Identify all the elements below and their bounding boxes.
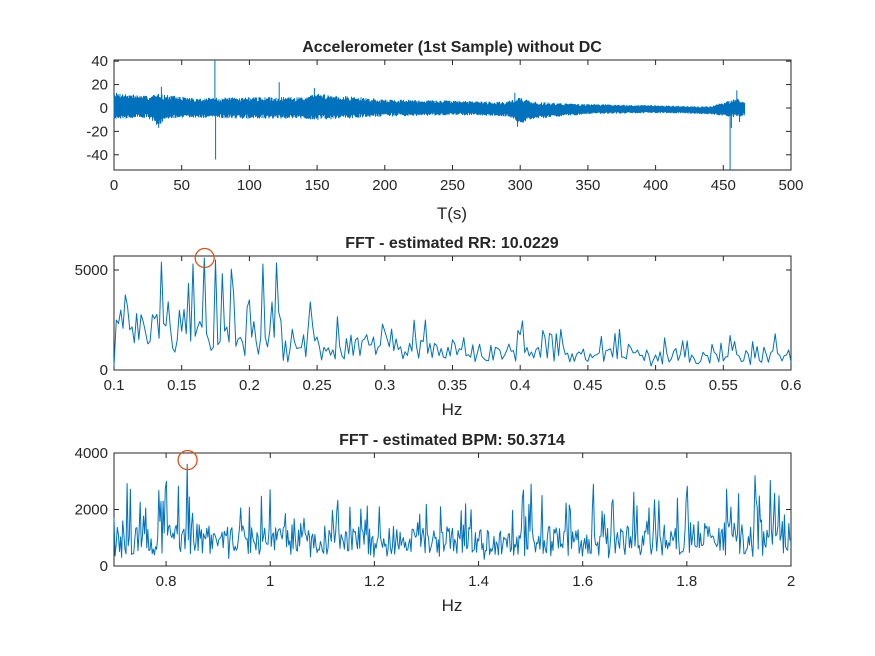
panel-1-series-line xyxy=(113,92,745,125)
x-tick-label: 1.2 xyxy=(364,573,385,590)
panel-3-title: FFT - estimated BPM: 50.3714 xyxy=(339,432,565,449)
y-tick-label: 40 xyxy=(91,53,108,70)
x-tick-label: 50 xyxy=(173,177,190,194)
panel-2-axes xyxy=(113,255,792,371)
x-tick-label: 0.5 xyxy=(645,377,666,394)
x-tick-label: 0 xyxy=(110,177,118,194)
x-tick-label: 350 xyxy=(575,177,600,194)
x-tick-label: 250 xyxy=(440,177,465,194)
panel-accelerometer: Accelerometer (1st Sample) without DC 0 5… xyxy=(86,39,803,223)
y-tick-label: 0 xyxy=(100,558,108,575)
y-tick-label: 0 xyxy=(100,362,108,379)
y-tick-label: 2000 xyxy=(75,502,108,519)
x-tick-label: 0.1 xyxy=(104,377,125,394)
x-tick-label: 450 xyxy=(711,177,736,194)
panel-3-ticks: 0.8 1 1.2 1.4 1.6 1.8 2 4000 2000 0 xyxy=(75,445,796,590)
x-tick-label: 1.4 xyxy=(468,573,489,590)
x-tick-label: 300 xyxy=(508,177,533,194)
panel-2-xlabel: Hz xyxy=(442,400,463,419)
x-tick-label: 0.4 xyxy=(510,377,531,394)
x-tick-label: 0.2 xyxy=(239,377,260,394)
x-tick-label: 0.15 xyxy=(167,377,196,394)
y-tick-label: 20 xyxy=(91,77,108,94)
panel-3-peak-marker xyxy=(177,449,198,471)
panel-1-title: Accelerometer (1st Sample) without DC xyxy=(302,39,602,56)
panel-2-series-line xyxy=(113,257,792,367)
panel-3-xlabel: Hz xyxy=(442,596,463,615)
panel-1-ticks: 0 50 100 150 200 250 300 350 400 450 50040200-20-4… xyxy=(86,53,803,194)
x-tick-label: 400 xyxy=(643,177,668,194)
x-tick-label: 150 xyxy=(305,177,330,194)
panel-2-ticks: 0.1 0.15 0.2 0.25 0.3 0.35 0.4 0.45 0.5 0.55 0.6 50… xyxy=(75,256,802,394)
x-tick-label: 0.45 xyxy=(573,377,602,394)
panel-3-series-line xyxy=(113,463,792,560)
y-tick-label: 5000 xyxy=(75,262,108,279)
panel-2-peak-marker xyxy=(194,247,215,269)
x-tick-label: 1.8 xyxy=(676,573,697,590)
x-tick-label: 0.35 xyxy=(438,377,467,394)
panel-2-title: FFT - estimated RR: 10.0229 xyxy=(345,235,559,252)
y-tick-label: 0 xyxy=(100,100,108,117)
x-tick-label: 0.55 xyxy=(709,377,738,394)
panel-1-spikes xyxy=(158,60,740,170)
x-tick-label: 100 xyxy=(237,177,262,194)
x-tick-label: 2 xyxy=(787,573,795,590)
x-tick-label: 1 xyxy=(266,573,274,590)
x-tick-label: 0.3 xyxy=(374,377,395,394)
panel-1-xlabel: T(s) xyxy=(437,204,467,223)
y-tick-label: 4000 xyxy=(75,445,108,462)
x-tick-label: 0.8 xyxy=(156,573,177,590)
y-tick-label: -40 xyxy=(86,147,108,164)
panel-fft-bpm: FFT - estimated BPM: 50.3714 0.8 1 1.2 1.4 1… xyxy=(75,432,796,615)
y-tick-label: -20 xyxy=(86,123,108,140)
x-tick-label: 0.6 xyxy=(781,377,802,394)
panel-3-axes xyxy=(113,452,792,567)
x-tick-label: 500 xyxy=(778,177,803,194)
x-tick-label: 200 xyxy=(372,177,397,194)
panel-fft-rr: FFT - estimated RR: 10.0229 0.1 0.15 0.2 0.… xyxy=(75,235,802,419)
x-tick-label: 0.25 xyxy=(302,377,331,394)
x-tick-label: 1.6 xyxy=(572,573,593,590)
